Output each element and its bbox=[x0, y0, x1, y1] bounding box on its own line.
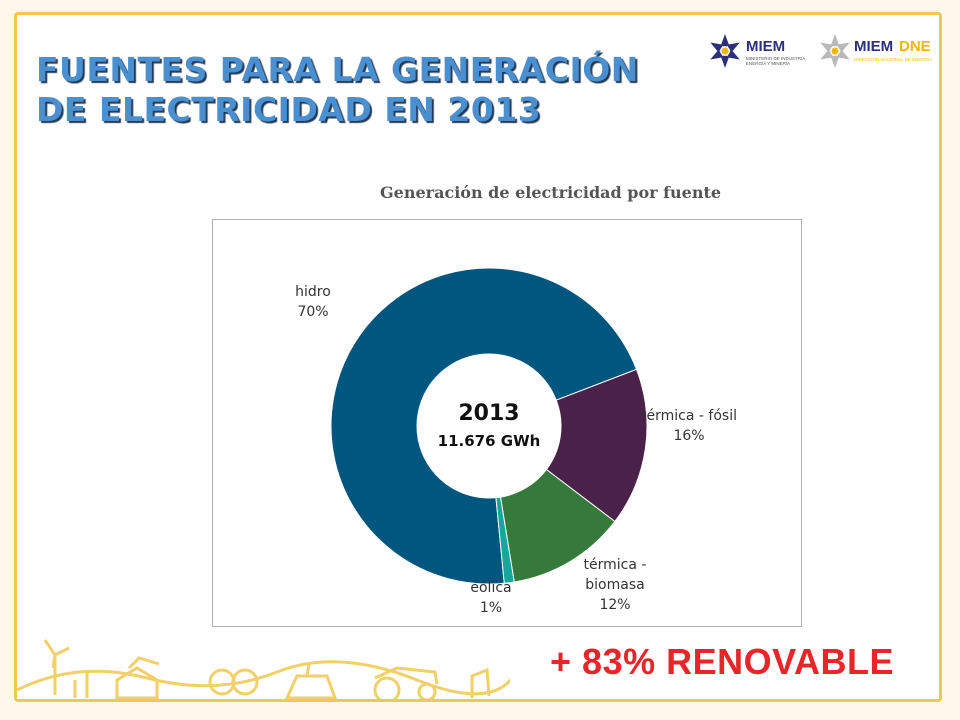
flowers-icon bbox=[208, 668, 236, 696]
renewable-badge: + 83% RENOVABLE bbox=[510, 630, 934, 694]
slice-label-1-line-1: 16% bbox=[673, 428, 704, 444]
donut-slice-3 bbox=[495, 496, 515, 584]
slice-label-2-line-1: biomasa bbox=[585, 577, 644, 593]
chart-area: hidro 70% térmica - fósil 16% térmica - bioma… bbox=[212, 219, 802, 627]
logos: MIEM MINISTERIO DE INDUSTRIA, ENERGÍA Y … bbox=[706, 32, 936, 72]
donut-slice-0 bbox=[330, 267, 638, 585]
slice-label-0-line-1: 70% bbox=[297, 304, 328, 320]
footer-hills bbox=[17, 660, 517, 696]
slice-label-3-line-1: 1% bbox=[480, 600, 502, 616]
footer-illustration bbox=[17, 639, 517, 700]
miemdne-star-icon bbox=[820, 34, 850, 68]
slide-title-line-2: DE ELECTRICIDAD EN 2013 bbox=[36, 90, 542, 129]
miem-logo-sub-1: MINISTERIO DE INDUSTRIA, bbox=[746, 56, 807, 61]
slice-label-2-line-2: 12% bbox=[599, 597, 630, 613]
slice-label-0-line-0: hidro bbox=[295, 284, 331, 300]
light-bulb-icon bbox=[470, 667, 491, 698]
miemdne-logo-text-a: MIEM bbox=[854, 38, 894, 55]
renewable-badge-text: + 83% RENOVABLE bbox=[550, 641, 894, 682]
trees-icon bbox=[73, 672, 89, 698]
donut-slice-1 bbox=[545, 368, 648, 523]
donut-center-year: 2013 bbox=[458, 401, 519, 426]
slide-title: FUENTES PARA LA GENERACIÓN DE ELECTRICID… bbox=[36, 50, 639, 130]
miem-logo: MIEM MINISTERIO DE INDUSTRIA, ENERGÍA Y … bbox=[706, 32, 816, 72]
donut-center-total: 11.676 GWh bbox=[438, 432, 541, 450]
miem-logo-text: MIEM bbox=[746, 38, 786, 55]
slice-label-2-line-0: térmica - bbox=[584, 557, 647, 573]
donut-chart: hidro 70% térmica - fósil 16% térmica - bioma… bbox=[295, 267, 737, 616]
tractor-icon bbox=[373, 676, 401, 700]
miem-logo-sub-2: ENERGÍA Y MINERÍA bbox=[746, 61, 791, 66]
chart-title: Generación de electricidad por fuente bbox=[380, 183, 722, 202]
miemdne-logo-text-b: DNE bbox=[899, 38, 931, 55]
slice-label-3-line-0: eólica bbox=[470, 580, 511, 596]
wind-turbine-icon bbox=[43, 639, 70, 695]
slice-label-1-line-0: térmica - fósil bbox=[641, 408, 737, 424]
miemdne-logo: MIEM DNE DIRECCIÓN NACIONAL DE ENERGÍA bbox=[816, 32, 936, 72]
slide-title-line-1: FUENTES PARA LA GENERACIÓN bbox=[36, 50, 639, 89]
biomass-icon bbox=[284, 663, 338, 700]
house-solar-icon bbox=[115, 656, 160, 700]
miemdne-logo-sub: DIRECCIÓN NACIONAL DE ENERGÍA bbox=[854, 57, 933, 62]
miem-star-icon bbox=[710, 34, 740, 68]
